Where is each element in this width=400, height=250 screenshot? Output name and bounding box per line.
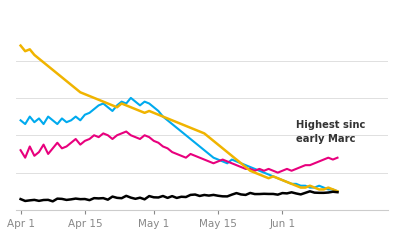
Legend: cases/100,000 in Portugal, Spain, Germany, Italy: cases/100,000 in Portugal, Spain, German… <box>0 0 286 4</box>
Text: Highest sinc
early Marc: Highest sinc early Marc <box>296 120 366 144</box>
